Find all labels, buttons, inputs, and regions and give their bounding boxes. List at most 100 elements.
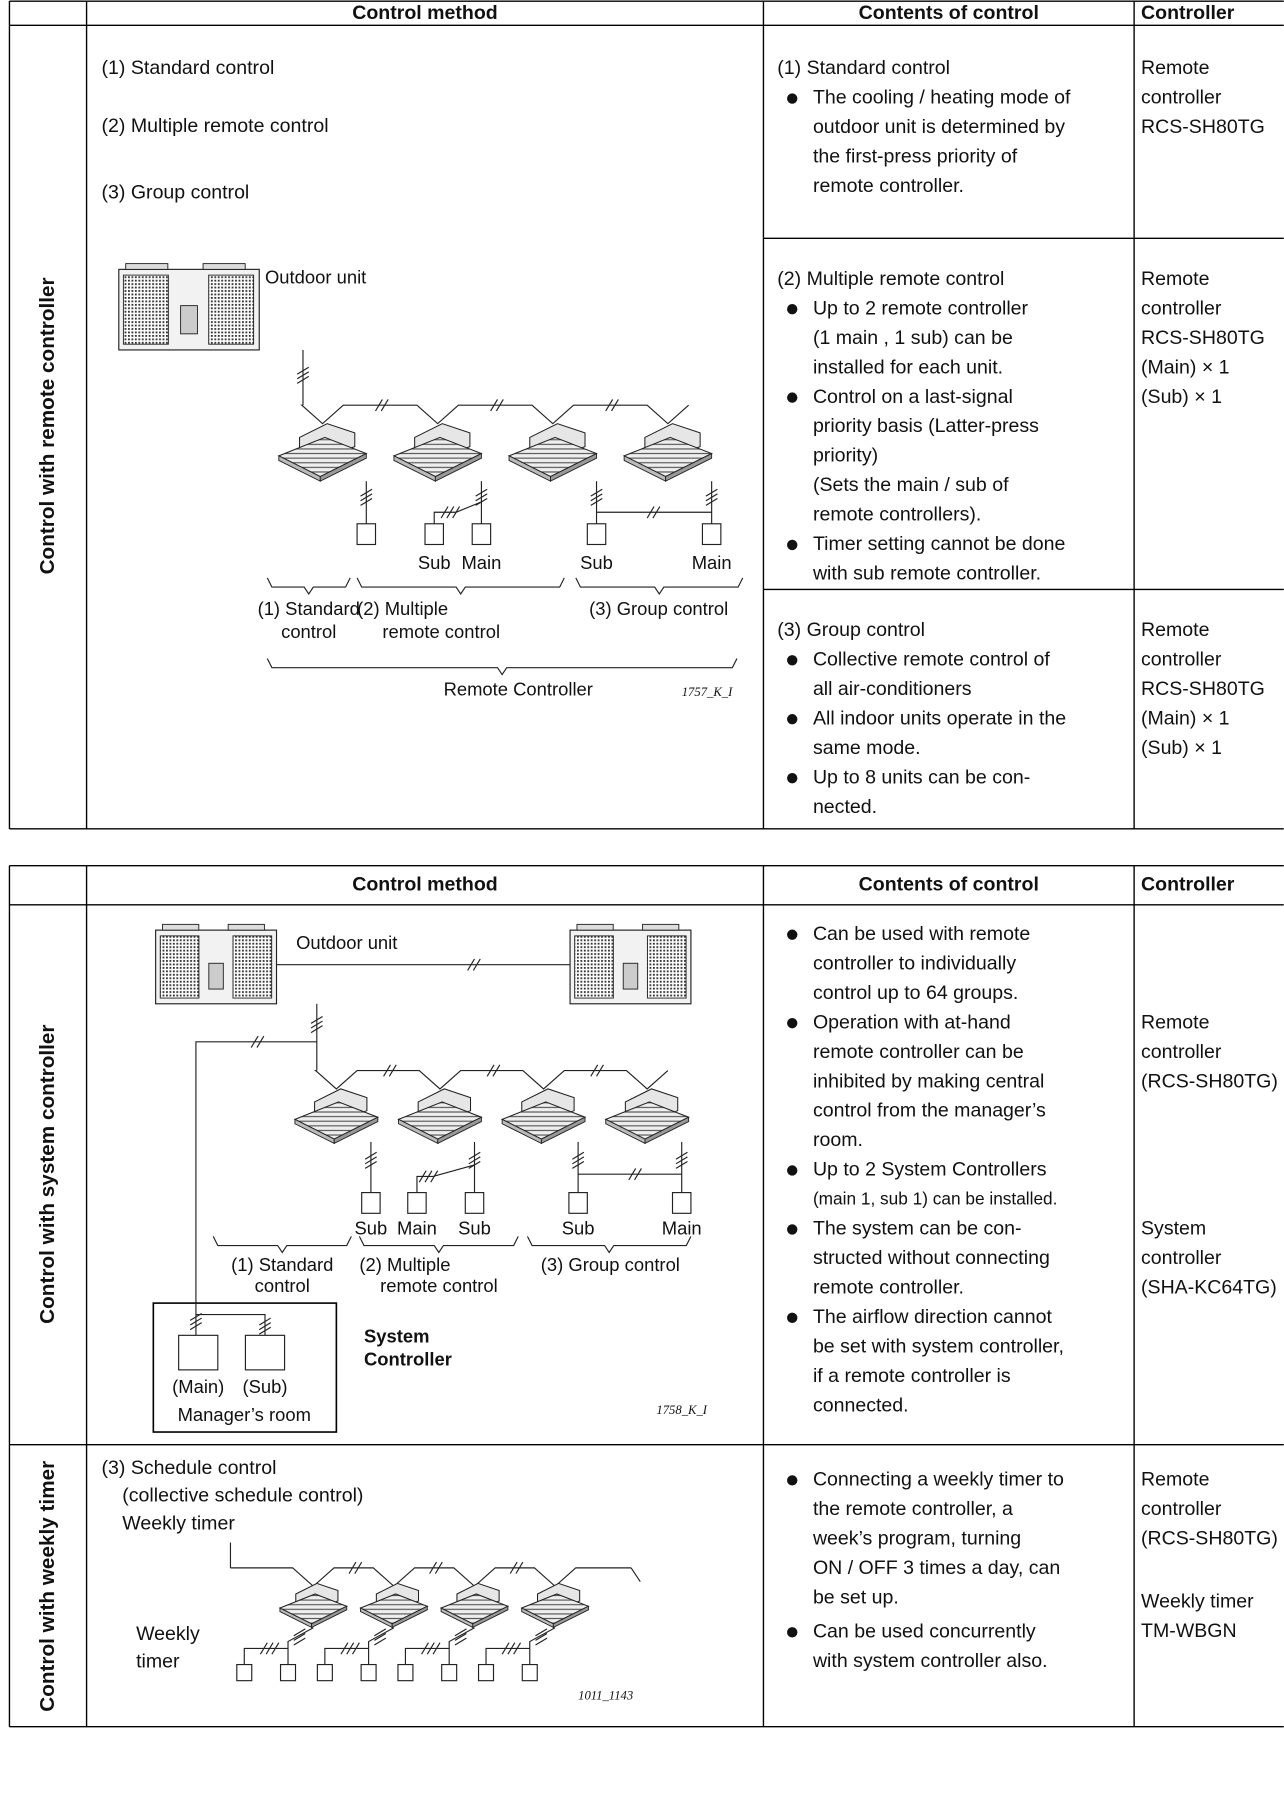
bullet-text: Timer setting cannot be done: [813, 533, 1065, 555]
method-item: Weekly timer: [122, 1512, 235, 1534]
wire-hash: [628, 1168, 637, 1181]
outdoor-grille: [646, 935, 687, 999]
controller-text: Remote: [1141, 1469, 1209, 1491]
wire-hash: [675, 1151, 688, 1160]
system-controller-label: Controller: [364, 1349, 452, 1370]
wire-hash: [383, 1064, 391, 1077]
group-label: remote control: [382, 621, 500, 642]
bullet-text: if a remote controller is: [813, 1365, 1011, 1387]
wire-hash: [351, 1642, 360, 1655]
wire-hash: [590, 497, 603, 506]
figure-code: 1757_K_I: [682, 685, 733, 699]
controller-text: controller: [1141, 297, 1222, 319]
bullet-text: (main 1, sub 1) can be installed.: [813, 1189, 1058, 1209]
controller-text: RCS-SH80TG: [1141, 327, 1265, 349]
brace: [266, 658, 738, 676]
wire-hash: [310, 1025, 323, 1034]
bullet-text: Up to 8 units can be con-: [813, 766, 1030, 788]
wire-hash: [418, 1170, 427, 1183]
indoor-unit-face: [472, 1605, 509, 1629]
wire-hash: [596, 1064, 604, 1077]
indoor-unit-face: [437, 1116, 482, 1145]
method-item: (3) Group control: [102, 182, 250, 204]
timer-label: timer: [136, 1650, 180, 1672]
remote-label: Sub: [580, 552, 613, 573]
outdoor-panel: [208, 962, 224, 990]
wire-hash: [296, 366, 310, 375]
outdoor-panel: [180, 305, 198, 335]
controller-text: Weekly timer: [1141, 1591, 1254, 1613]
outdoor-top: [227, 923, 265, 931]
indoor-unit-face: [434, 452, 482, 482]
header-fill: [9, 1, 1284, 26]
controller-text: RCS-SH80TG: [1141, 116, 1265, 138]
wire-hash: [346, 1642, 355, 1655]
signal-wire: [314, 1069, 669, 1090]
wire-hash: [424, 1170, 433, 1183]
wire-hash: [454, 1628, 467, 1637]
figure-code: 1758_K_I: [656, 1403, 707, 1417]
wire-hash: [705, 493, 718, 502]
wire-hash: [705, 488, 718, 497]
group-label: (1) Standard: [231, 1254, 333, 1275]
column-header: Controller: [1141, 2, 1235, 24]
remote-label: Sub: [458, 1217, 491, 1238]
indoor-unit-face: [540, 1116, 586, 1145]
wire: [416, 1164, 475, 1193]
column-header: Control method: [352, 2, 498, 24]
bullet-text: same mode.: [813, 737, 921, 759]
outdoor-grille: [232, 935, 273, 999]
wire-hash: [265, 1642, 274, 1655]
wire-hash: [646, 506, 655, 519]
group-label: remote control: [380, 1275, 498, 1296]
wire-hash: [475, 493, 488, 502]
remote-controller: [464, 1192, 485, 1214]
remote-controller: [671, 1192, 692, 1214]
controller-text: Remote: [1141, 57, 1209, 79]
bullet-text: Collective remote control of: [813, 648, 1050, 670]
remote-label: Sub: [562, 1217, 595, 1238]
controller-text: Remote: [1141, 1012, 1209, 1034]
brace: [356, 577, 565, 596]
wire-hash: [590, 493, 603, 502]
method-item: (2) Multiple remote control: [102, 115, 329, 137]
remote-controller: [424, 523, 445, 546]
wire-hash: [434, 1561, 443, 1574]
remote-controller: [441, 1663, 458, 1682]
cell-title: (1) Standard control: [777, 57, 950, 79]
bullet-text: week’s program, turning: [812, 1527, 1021, 1549]
wire: [630, 1567, 641, 1582]
bullet-text: nected.: [813, 796, 877, 818]
wire-hash: [388, 1064, 397, 1077]
bullet-text: the remote controller, a: [813, 1498, 1013, 1520]
controller-text: controller: [1141, 1247, 1222, 1269]
wire-hash: [293, 1628, 306, 1637]
remote-label: Main: [461, 552, 501, 573]
bullet-text: installed for each unit.: [813, 356, 1003, 378]
bullet-text: controller to individually: [813, 952, 1016, 974]
wire-hash: [705, 497, 718, 506]
bullet-text: The cooling / heating mode of: [813, 87, 1071, 109]
bullet: [787, 1312, 798, 1324]
controller-text: controller: [1141, 1498, 1222, 1520]
wire-hash: [310, 1020, 323, 1029]
row-label: Control with remote controller: [36, 277, 59, 574]
outdoor-grille: [574, 935, 614, 999]
bullet-text: control up to 64 groups.: [813, 982, 1018, 1004]
wire-hash: [652, 506, 661, 519]
wire-hash: [360, 493, 373, 502]
outdoor-top: [162, 923, 200, 931]
outdoor-top: [576, 923, 614, 931]
group-label: (3) Group control: [589, 598, 728, 619]
wire-hash: [605, 399, 614, 412]
bullet-text: remote controller.: [813, 1277, 964, 1299]
diagram-label: Outdoor unit: [265, 266, 366, 287]
bullet-text: be set up.: [813, 1586, 899, 1608]
remote-controller: [568, 1192, 588, 1214]
bullet: [787, 93, 798, 104]
bullet-text: All indoor units operate in the: [813, 707, 1066, 729]
bullet-text: (Sets the main / sub of: [813, 474, 1009, 496]
bullet-text: be set with system controller,: [813, 1335, 1064, 1357]
wire-hash: [310, 1015, 323, 1024]
